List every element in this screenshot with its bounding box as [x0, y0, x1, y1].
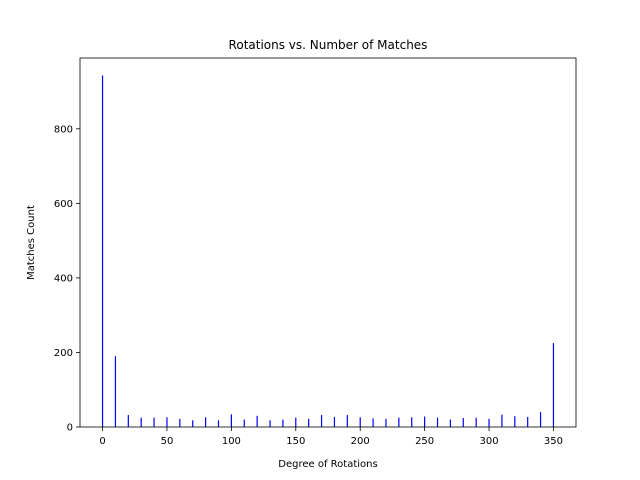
bar-340 [539, 412, 542, 427]
bar-70 [192, 420, 194, 427]
plot-frame [79, 57, 577, 428]
x-axis-label: Degree of Rotations [278, 459, 377, 470]
bar-180 [333, 416, 336, 427]
bar-30 [140, 417, 142, 427]
bar-200 [359, 417, 361, 427]
bar-50 [166, 417, 168, 427]
bar-240 [411, 417, 413, 427]
x-tick-label-50: 50 [161, 436, 174, 447]
y-tick-label-0: 0 [67, 423, 73, 434]
bar-350 [552, 343, 555, 427]
bar-250 [424, 416, 426, 427]
bar-300 [488, 418, 490, 427]
y-tick-label-600: 600 [54, 199, 73, 210]
bar-230 [398, 417, 400, 427]
bar-40 [153, 417, 155, 427]
bars-group [101, 75, 555, 428]
x-tick-label-100: 100 [222, 436, 241, 447]
bar-160 [308, 418, 310, 427]
bar-220 [385, 418, 387, 427]
bar-0 [101, 75, 104, 428]
bar-130 [269, 420, 271, 427]
bar-260 [436, 417, 439, 427]
y-axis-ticks: 0 200 400 600 800 [54, 124, 80, 434]
bar-20 [127, 415, 129, 427]
bar-120 [256, 415, 258, 427]
x-axis-ticks: 0 50 100 150 200 250 300 350 [99, 427, 563, 447]
x-tick-label-150: 150 [286, 436, 305, 447]
bar-320 [514, 416, 516, 427]
x-tick-label-300: 300 [479, 436, 498, 447]
bar-210 [372, 418, 374, 427]
bar-80 [205, 417, 207, 427]
bar-100 [230, 414, 232, 427]
bar-150 [295, 417, 297, 427]
bar-110 [243, 419, 245, 427]
bar-330 [527, 416, 529, 427]
x-tick-label-250: 250 [415, 436, 434, 447]
bar-310 [501, 414, 503, 427]
chart-title: Rotations vs. Number of Matches [229, 38, 428, 52]
y-tick-label-800: 800 [54, 124, 73, 135]
bar-190 [346, 415, 348, 427]
x-tick-label-200: 200 [351, 436, 370, 447]
x-tick-label-0: 0 [99, 436, 105, 447]
y-tick-label-200: 200 [54, 348, 73, 359]
x-tick-label-350: 350 [544, 436, 563, 447]
bar-10 [114, 356, 117, 427]
bar-170 [320, 415, 323, 427]
y-axis-label: Matches Count [26, 205, 37, 280]
y-tick-label-400: 400 [54, 273, 73, 284]
bar-290 [475, 417, 477, 427]
bar-270 [449, 419, 451, 427]
bar-140 [282, 419, 284, 427]
bar-280 [462, 418, 464, 427]
bar-90 [217, 420, 220, 427]
bar-60 [179, 418, 181, 427]
